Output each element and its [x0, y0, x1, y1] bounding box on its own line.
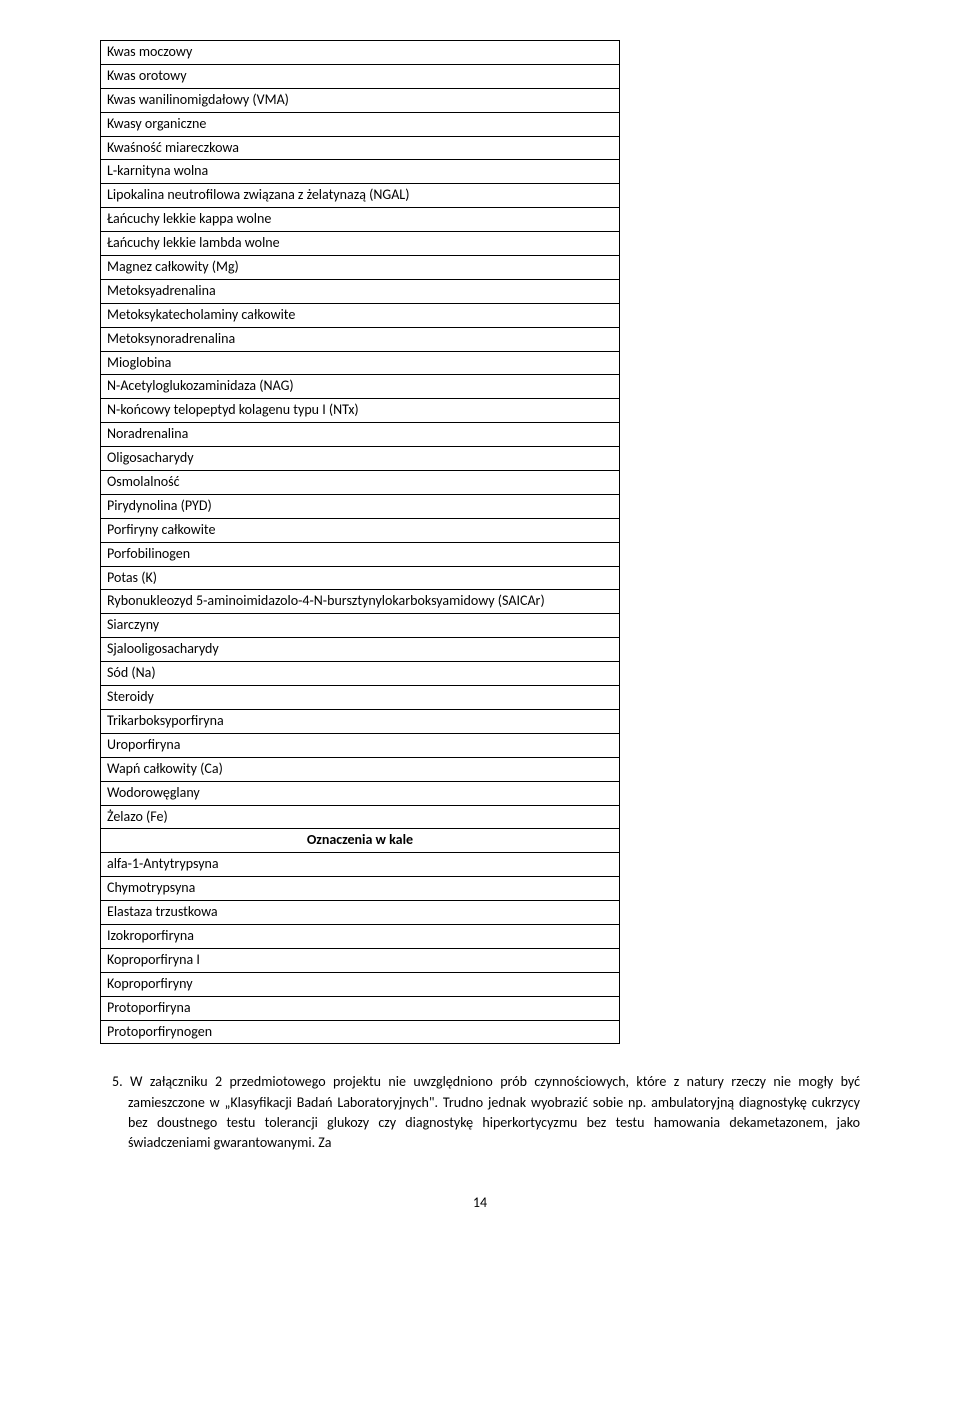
table-cell: N-końcowy telopeptyd kolagenu typu I (NT… [101, 399, 620, 423]
table-cell: Wapń całkowity (Ca) [101, 757, 620, 781]
table-row: N-końcowy telopeptyd kolagenu typu I (NT… [101, 399, 620, 423]
table-row: Wapń całkowity (Ca) [101, 757, 620, 781]
table-row: Rybonukleozyd 5-aminoimidazolo-4-N-bursz… [101, 590, 620, 614]
table-row: Sód (Na) [101, 662, 620, 686]
table-cell: Lipokalina neutrofilowa związana z żelat… [101, 184, 620, 208]
table-cell: Trikarboksyporfiryna [101, 709, 620, 733]
table-cell: Kwasy organiczne [101, 112, 620, 136]
table-row: Kwas moczowy [101, 41, 620, 65]
table-row: Lipokalina neutrofilowa związana z żelat… [101, 184, 620, 208]
table-cell: Łańcuchy lekkie kappa wolne [101, 208, 620, 232]
table-header-row: Oznaczenia w kale [101, 829, 620, 853]
table-row: Łańcuchy lekkie kappa wolne [101, 208, 620, 232]
document-page: Kwas moczowyKwas orotowyKwas wanilinomig… [0, 0, 960, 1241]
table-row: Pirydynolina (PYD) [101, 494, 620, 518]
table-row: Oligosacharydy [101, 447, 620, 471]
table-row: Łańcuchy lekkie lambda wolne [101, 232, 620, 256]
table-cell: Oligosacharydy [101, 447, 620, 471]
table-cell: Kwas wanilinomigdałowy (VMA) [101, 88, 620, 112]
table-row: Protoporfiryna [101, 996, 620, 1020]
table-cell: Metoksyadrenalina [101, 279, 620, 303]
table-row: Kwas orotowy [101, 64, 620, 88]
table-cell: Protoporfiryna [101, 996, 620, 1020]
table-row: Siarczyny [101, 614, 620, 638]
table-row: Wodorowęglany [101, 781, 620, 805]
table-cell: Porfobilinogen [101, 542, 620, 566]
table-row: Metoksyadrenalina [101, 279, 620, 303]
table-body-section-1: Kwas moczowyKwas orotowyKwas wanilinomig… [101, 41, 620, 829]
table-row: Protoporfirynogen [101, 1020, 620, 1044]
table-cell: Protoporfirynogen [101, 1020, 620, 1044]
table-row: Sjalooligosacharydy [101, 638, 620, 662]
table-body-section-2: alfa-1-AntytrypsynaChymotrypsynaElastaza… [101, 853, 620, 1044]
table-cell: Sód (Na) [101, 662, 620, 686]
table-cell: Kwas moczowy [101, 41, 620, 65]
table-section-header-row: Oznaczenia w kale [101, 829, 620, 853]
table-cell: Łańcuchy lekkie lambda wolne [101, 232, 620, 256]
table-cell: Elastaza trzustkowa [101, 901, 620, 925]
table-row: Uroporfiryna [101, 733, 620, 757]
table-cell: Koproporfiryny [101, 972, 620, 996]
lab-tests-table: Kwas moczowyKwas orotowyKwas wanilinomig… [100, 40, 620, 1044]
body-paragraph: 5. W załączniku 2 przedmiotowego projekt… [100, 1072, 860, 1153]
table-row: Porfobilinogen [101, 542, 620, 566]
table-row: Noradrenalina [101, 423, 620, 447]
table-cell: Steroidy [101, 686, 620, 710]
table-cell: Potas (K) [101, 566, 620, 590]
table-cell: Żelazo (Fe) [101, 805, 620, 829]
table-row: Metoksynoradrenalina [101, 327, 620, 351]
table-cell: Siarczyny [101, 614, 620, 638]
table-row: Chymotrypsyna [101, 877, 620, 901]
table-row: N-Acetyloglukozaminidaza (NAG) [101, 375, 620, 399]
table-row: Magnez całkowity (Mg) [101, 256, 620, 280]
table-cell: Osmolalność [101, 471, 620, 495]
table-cell: Metoksynoradrenalina [101, 327, 620, 351]
table-cell: L-karnityna wolna [101, 160, 620, 184]
table-cell: N-Acetyloglukozaminidaza (NAG) [101, 375, 620, 399]
table-row: Metoksykatecholaminy całkowite [101, 303, 620, 327]
table-cell: Kwas orotowy [101, 64, 620, 88]
section-header-cell: Oznaczenia w kale [101, 829, 620, 853]
table-row: Steroidy [101, 686, 620, 710]
table-cell: Izokroporfiryna [101, 924, 620, 948]
table-cell: Pirydynolina (PYD) [101, 494, 620, 518]
table-cell: alfa-1-Antytrypsyna [101, 853, 620, 877]
table-cell: Metoksykatecholaminy całkowite [101, 303, 620, 327]
table-row: Porfiryny całkowite [101, 518, 620, 542]
table-row: Izokroporfiryna [101, 924, 620, 948]
table-row: Kwas wanilinomigdałowy (VMA) [101, 88, 620, 112]
table-row: Koproporfiryna I [101, 948, 620, 972]
table-cell: Noradrenalina [101, 423, 620, 447]
table-row: L-karnityna wolna [101, 160, 620, 184]
table-cell: Wodorowęglany [101, 781, 620, 805]
table-row: Trikarboksyporfiryna [101, 709, 620, 733]
table-row: alfa-1-Antytrypsyna [101, 853, 620, 877]
table-cell: Chymotrypsyna [101, 877, 620, 901]
table-row: Mioglobina [101, 351, 620, 375]
table-row: Osmolalność [101, 471, 620, 495]
table-cell: Rybonukleozyd 5-aminoimidazolo-4-N-bursz… [101, 590, 620, 614]
table-cell: Porfiryny całkowite [101, 518, 620, 542]
table-cell: Kwaśność miareczkowa [101, 136, 620, 160]
table-cell: Mioglobina [101, 351, 620, 375]
table-row: Koproporfiryny [101, 972, 620, 996]
table-row: Kwasy organiczne [101, 112, 620, 136]
table-row: Kwaśność miareczkowa [101, 136, 620, 160]
table-cell: Uroporfiryna [101, 733, 620, 757]
table-row: Żelazo (Fe) [101, 805, 620, 829]
page-number: 14 [100, 1194, 860, 1211]
table-cell: Magnez całkowity (Mg) [101, 256, 620, 280]
table-cell: Sjalooligosacharydy [101, 638, 620, 662]
table-row: Elastaza trzustkowa [101, 901, 620, 925]
table-row: Potas (K) [101, 566, 620, 590]
table-cell: Koproporfiryna I [101, 948, 620, 972]
